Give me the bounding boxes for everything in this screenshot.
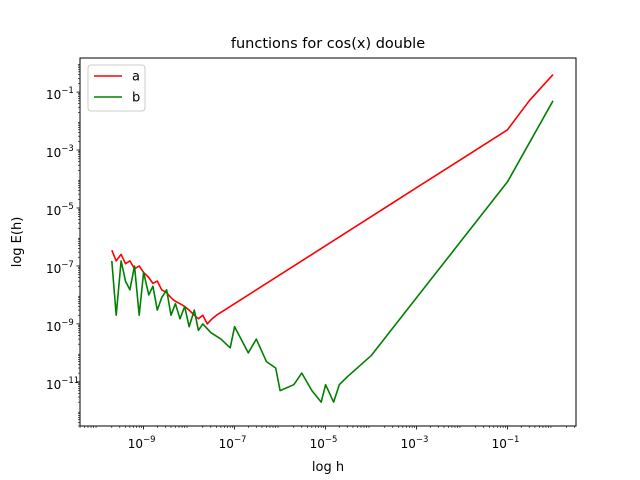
y-tick-label: 10−5 (46, 202, 74, 218)
x-tick-label-base: 10 (128, 437, 143, 451)
y-tick-label-exponent: −9 (61, 318, 74, 328)
y-tick-label-exponent: −11 (61, 376, 79, 386)
x-tick-label-base: 10 (310, 437, 325, 451)
y-tick-label: 10−11 (46, 376, 79, 392)
y-tick-label-base: 10 (46, 146, 61, 160)
y-axis-label: log E(h) (10, 217, 25, 268)
y-tick-label: 10−3 (46, 144, 74, 160)
x-tick-label-exponent: −1 (507, 435, 520, 445)
legend-label-a: a (132, 70, 140, 85)
x-tick-label: 10−9 (128, 435, 156, 451)
y-tick-label: 10−9 (46, 318, 74, 334)
x-tick-label-base: 10 (492, 437, 507, 451)
legend-label-b: b (132, 91, 140, 106)
x-tick-label-exponent: −9 (143, 435, 156, 445)
chart-title: functions for cos(x) double (231, 36, 425, 52)
x-tick-label-exponent: −5 (325, 435, 338, 445)
legend: ab (87, 64, 146, 112)
y-tick-label: 10−1 (46, 86, 74, 102)
plot-frame (79, 57, 577, 427)
x-axis: 10−9 10−7 10−5 10−3 10−1 (79, 426, 576, 451)
x-tick-label-base: 10 (219, 437, 234, 451)
x-tick-label-base: 10 (401, 437, 416, 451)
y-tick-label: 10−7 (46, 260, 74, 276)
y-tick-label-base: 10 (46, 320, 61, 334)
series-layer (111, 74, 554, 403)
y-tick-label-exponent: −7 (61, 260, 74, 270)
y-tick-label-base: 10 (46, 378, 61, 392)
y-tick-label-exponent: −5 (61, 202, 74, 212)
y-tick-label-exponent: −3 (61, 144, 74, 154)
x-tick-label: 10−5 (310, 435, 338, 451)
y-tick-label-base: 10 (46, 262, 61, 276)
y-tick-label-exponent: −1 (61, 86, 74, 96)
plot-background (80, 58, 576, 426)
x-tick-label-exponent: −3 (416, 435, 429, 445)
x-tick-label-exponent: −7 (234, 435, 247, 445)
x-tick-label: 10−7 (219, 435, 247, 451)
y-tick-label-base: 10 (46, 204, 61, 218)
series-line-b (111, 100, 554, 403)
x-tick-label: 10−1 (492, 435, 520, 451)
plot-area (79, 57, 577, 427)
x-tick-label: 10−3 (401, 435, 429, 451)
y-tick-label-base: 10 (46, 88, 61, 102)
x-axis-label: log h (312, 460, 344, 475)
